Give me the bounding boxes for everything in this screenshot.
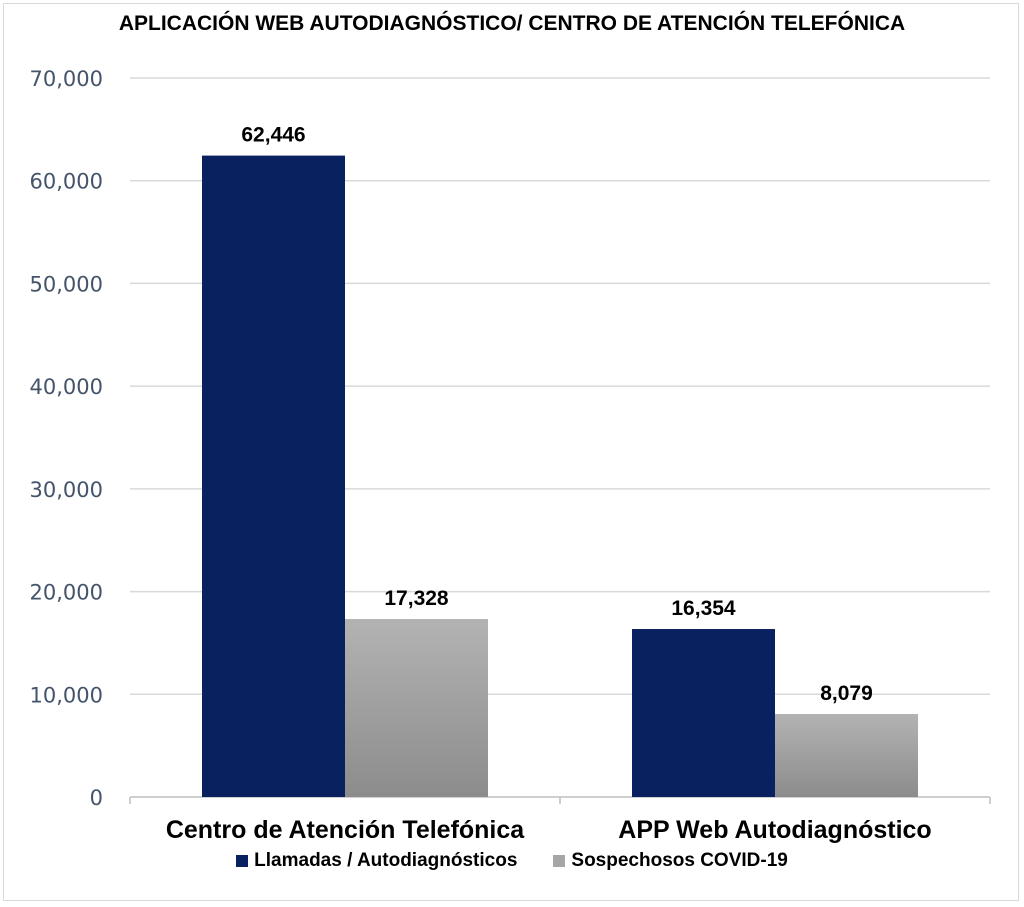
legend-label-sospechosos: Sospechosos COVID-19: [571, 850, 788, 871]
y-tick-label: 50,000: [30, 272, 103, 296]
y-tick-label: 0: [90, 786, 103, 810]
y-tick-label: 20,000: [30, 581, 103, 605]
legend-swatch-llamadas: [236, 855, 249, 867]
data-label: 62,446: [241, 124, 305, 147]
legend: Llamadas / Autodiagnósticos Sospechosos …: [0, 850, 1024, 872]
data-label: 16,354: [671, 597, 736, 620]
y-tick-label: 40,000: [30, 375, 103, 399]
category-label: Centro de Atención Telefónica: [166, 816, 525, 844]
y-tick-label: 30,000: [30, 478, 103, 502]
bar-llamadas-1: [632, 629, 775, 797]
category-label: APP Web Autodiagnóstico: [618, 816, 931, 844]
chart-title: APLICACIÓN WEB AUTODIAGNÓSTICO/ CENTRO D…: [118, 12, 906, 35]
bar-sospechosos-0: [345, 619, 488, 797]
y-tick-label: 10,000: [30, 683, 103, 707]
data-label: 17,328: [384, 587, 449, 610]
legend-swatch-sospechosos: [553, 855, 566, 867]
bar-sospechosos-1: [775, 714, 918, 797]
y-tick-label: 70,000: [30, 67, 103, 91]
legend-item-llamadas: Llamadas / Autodiagnósticos: [236, 850, 517, 872]
bar-llamadas-0: [202, 155, 345, 797]
legend-item-sospechosos: Sospechosos COVID-19: [553, 850, 788, 872]
data-label: 8,079: [820, 682, 873, 705]
legend-label-llamadas: Llamadas / Autodiagnósticos: [254, 850, 518, 871]
y-tick-label: 60,000: [30, 170, 103, 194]
